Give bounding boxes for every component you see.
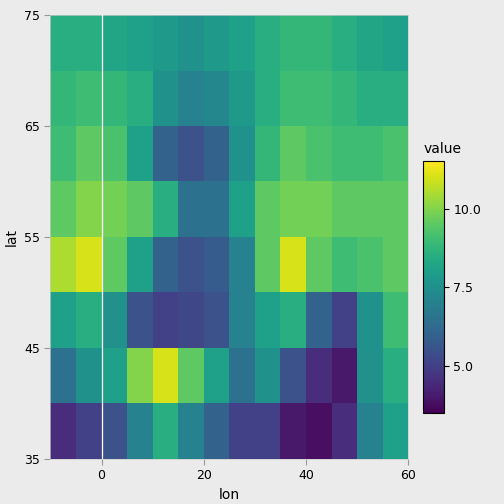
X-axis label: lon: lon [219, 487, 240, 501]
Y-axis label: lat: lat [5, 228, 19, 246]
Text: value: value [423, 142, 461, 156]
